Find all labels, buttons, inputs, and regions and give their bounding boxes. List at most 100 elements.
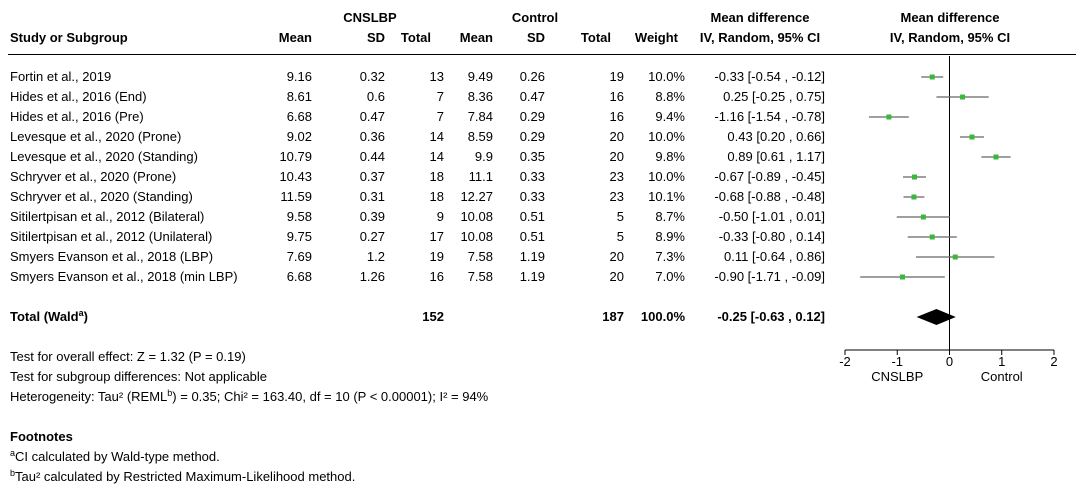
- total1-cell: 16: [429, 269, 444, 284]
- sd1-cell: 0.47: [359, 109, 385, 124]
- weight-cell: 8.7%: [655, 209, 685, 224]
- total1-cell: 14: [429, 149, 444, 164]
- mean1-cell: 9.58: [286, 209, 312, 224]
- total2-cell: 16: [609, 109, 624, 124]
- point-estimate: [920, 214, 926, 220]
- point-estimate: [993, 154, 999, 160]
- point-estimate: [899, 274, 905, 280]
- md-ci-cell: 0.11 [-0.64 , 0.86]: [724, 249, 825, 264]
- group2-header: Control: [511, 10, 559, 25]
- sd1-cell: 0.27: [359, 229, 385, 244]
- total2-cell: 23: [609, 189, 624, 204]
- weight-cell: 7.3%: [655, 249, 685, 264]
- point-estimate: [886, 114, 892, 120]
- point-estimate: [960, 94, 966, 100]
- header-rule: [8, 54, 1076, 55]
- mean2-cell: 10.08: [460, 229, 493, 244]
- total2-cell: 23: [609, 169, 624, 184]
- total2-cell: 5: [616, 209, 624, 224]
- total2-cell: 16: [609, 89, 624, 104]
- sd2-cell: 0.51: [519, 209, 545, 224]
- total1-cell: 18: [429, 169, 444, 184]
- ci-header: IV, Random, 95% CI: [699, 30, 821, 45]
- sd2-cell: 1.19: [519, 269, 545, 284]
- study-name: Sitilertpisan et al., 2012 (Unilateral): [10, 229, 213, 244]
- weight-cell: 9.8%: [655, 149, 685, 164]
- sd1-cell: 0.37: [359, 169, 385, 184]
- point-estimate: [911, 174, 917, 180]
- footnotes-title: Footnotes: [10, 429, 73, 444]
- weight-cell: 8.8%: [655, 89, 685, 104]
- mean2-cell: 9.49: [467, 69, 493, 84]
- md-ci-cell: -0.33 [-0.54 , -0.12]: [714, 69, 825, 84]
- sd2-cell: 0.29: [519, 129, 545, 144]
- point-estimate: [911, 194, 917, 200]
- mean1-cell: 9.16: [286, 69, 312, 84]
- favours-left-label: CNSLBP: [871, 369, 923, 384]
- mean1-cell: 6.68: [286, 269, 312, 284]
- mean2-cell: 7.84: [467, 109, 493, 124]
- study-name: Hides et al., 2016 (Pre): [10, 109, 144, 124]
- sd1-cell: 0.31: [359, 189, 385, 204]
- total1-header: Total: [400, 30, 431, 45]
- md-ci-cell: 0.89 [0.61 , 1.17]: [727, 149, 825, 164]
- sd2-cell: 0.33: [519, 189, 545, 204]
- total1-cell: 17: [429, 229, 444, 244]
- mean2-cell: 9.9: [474, 149, 493, 164]
- sd1-cell: 0.32: [359, 69, 385, 84]
- total2-cell: 20: [609, 249, 624, 264]
- total1-cell: 19: [429, 249, 444, 264]
- favours-right-label: Control: [981, 369, 1023, 384]
- study-name: Smyers Evanson et al., 2018 (LBP): [10, 249, 214, 264]
- group1-header: CNSLBP: [343, 10, 397, 25]
- md-header-top: Mean difference: [710, 10, 810, 25]
- sd2-cell: 1.19: [519, 249, 545, 264]
- weight-cell: 10.0%: [648, 169, 685, 184]
- study-name: Smyers Evanson et al., 2018 (min LBP): [10, 269, 238, 284]
- weight-cell: 10.0%: [648, 69, 685, 84]
- x-tick-label: 1: [998, 354, 1005, 369]
- total1-cell: 18: [429, 189, 444, 204]
- sd1-cell: 0.39: [359, 209, 385, 224]
- total-md-value: -0.25 [-0.63 , 0.12]: [717, 309, 825, 324]
- mean2-cell: 8.36: [467, 89, 493, 104]
- sd2-header: SD: [526, 30, 545, 45]
- mean1-cell: 10.43: [279, 169, 312, 184]
- md-ci-cell: -0.67 [-0.89 , -0.45]: [714, 169, 825, 184]
- sd1-cell: 0.36: [359, 129, 385, 144]
- total-weight-value: 100.0%: [640, 309, 685, 324]
- footnote-a: aCI calculated by Wald-type method.: [10, 448, 220, 465]
- point-estimate: [929, 234, 935, 240]
- heterogeneity-text: Heterogeneity: Tau² (REMLb) = 0.35; Chi²…: [10, 388, 489, 405]
- sd2-cell: 0.47: [519, 89, 545, 104]
- total-label: Total (Walda): [10, 308, 88, 325]
- md-ci-cell: -0.68 [-0.88 , -0.48]: [714, 189, 825, 204]
- total1-value: 152: [422, 309, 444, 324]
- study-name: Sitilertpisan et al., 2012 (Bilateral): [10, 209, 205, 224]
- study-name: Levesque et al., 2020 (Prone): [10, 129, 182, 144]
- total2-cell: 20: [609, 149, 624, 164]
- mean1-cell: 6.68: [286, 109, 312, 124]
- total1-cell: 7: [436, 109, 444, 124]
- study-name: Hides et al., 2016 (End): [10, 89, 147, 104]
- point-estimate: [929, 74, 935, 80]
- md-ci-cell: -0.33 [-0.80 , 0.14]: [718, 229, 825, 244]
- total1-cell: 13: [429, 69, 444, 84]
- study-name: Schryver et al., 2020 (Prone): [10, 169, 177, 184]
- sd2-cell: 0.35: [519, 149, 545, 164]
- total2-cell: 19: [609, 69, 624, 84]
- mean2-cell: 11.1: [468, 169, 493, 184]
- sd2-cell: 0.26: [519, 69, 545, 84]
- total1-cell: 9: [436, 209, 444, 224]
- total2-cell: 20: [609, 269, 624, 284]
- plot-ci-header: IV, Random, 95% CI: [889, 30, 1011, 45]
- sd1-cell: 1.2: [366, 249, 385, 264]
- mean1-cell: 9.75: [286, 229, 312, 244]
- total1-cell: 7: [436, 89, 444, 104]
- total2-header: Total: [580, 30, 611, 45]
- md-ci-cell: 0.25 [-0.25 , 0.75]: [723, 89, 825, 104]
- x-tick-label: -1: [891, 354, 903, 369]
- study-name: Schryver et al., 2020 (Standing): [10, 189, 193, 204]
- point-estimate: [952, 254, 958, 260]
